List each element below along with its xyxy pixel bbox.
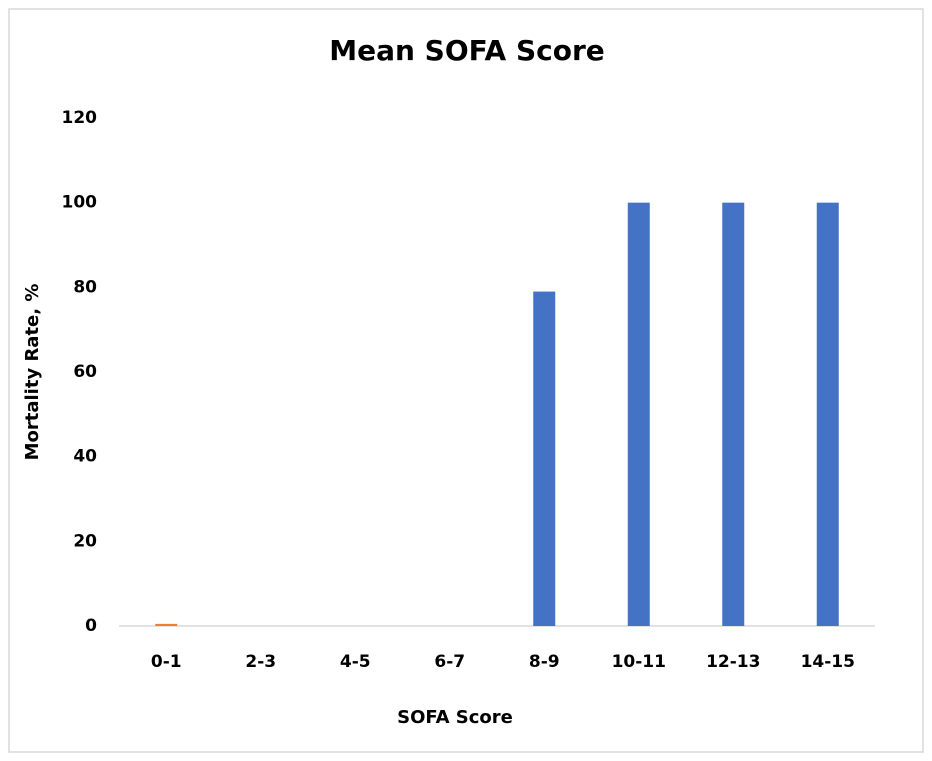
y-tick-label: 60 xyxy=(73,362,97,382)
y-tick-label: 120 xyxy=(62,108,98,128)
bar xyxy=(155,623,178,626)
chart-border xyxy=(8,8,924,753)
bar xyxy=(722,202,745,626)
x-tick-label: 12-13 xyxy=(706,652,760,672)
x-tick-label: 2-3 xyxy=(245,652,276,672)
y-tick-label: 20 xyxy=(73,531,97,551)
chart-title: Mean SOFA Score xyxy=(329,34,605,67)
bar xyxy=(627,202,650,626)
y-tick-label: 100 xyxy=(62,193,98,213)
x-tick-label: 14-15 xyxy=(801,652,855,672)
x-tick-label: 4-5 xyxy=(340,652,371,672)
y-tick-label: 80 xyxy=(73,277,97,297)
x-tick-label: 10-11 xyxy=(612,652,666,672)
x-tick-label: 0-1 xyxy=(151,652,182,672)
y-tick-label: 40 xyxy=(73,447,97,467)
y-tick-label: 0 xyxy=(85,616,97,636)
bar xyxy=(816,202,839,626)
y-axis-title: Mortality Rate, % xyxy=(22,284,43,461)
bar xyxy=(533,291,556,626)
x-tick-label: 8-9 xyxy=(529,652,560,672)
x-tick-label: 6-7 xyxy=(434,652,465,672)
x-axis-title: SOFA Score xyxy=(397,707,513,728)
